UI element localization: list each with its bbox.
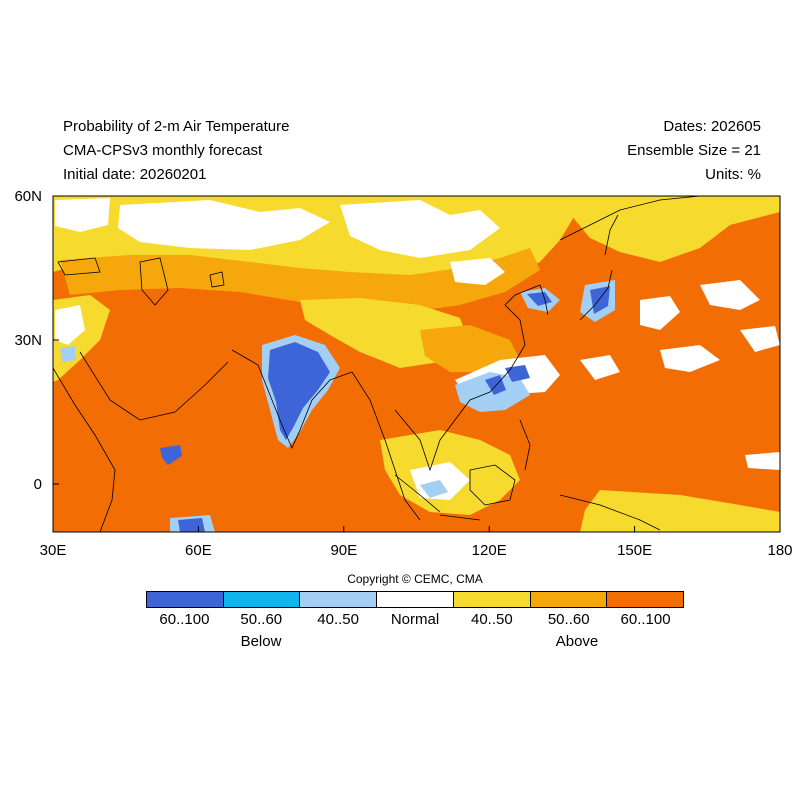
legend-label: 50..60 bbox=[240, 611, 283, 628]
legend-swatch bbox=[530, 592, 608, 607]
coastline-china bbox=[489, 284, 541, 393]
legend-swatch bbox=[300, 592, 378, 607]
units-label: Units: % bbox=[705, 166, 761, 183]
initial-date: Initial date: 20260201 bbox=[63, 166, 207, 183]
coastline-sakhalin bbox=[604, 214, 619, 256]
y-axis: 60N 30N 0 bbox=[14, 188, 59, 493]
colorbar-legend bbox=[146, 591, 684, 608]
legend-swatch bbox=[223, 592, 301, 607]
y-tick-label: 60N bbox=[14, 188, 42, 205]
y-tick-label: 30N bbox=[14, 332, 42, 349]
coastline-seasia bbox=[351, 371, 421, 521]
coastline-india bbox=[231, 349, 353, 449]
coastline-africa bbox=[53, 367, 116, 532]
field-normal-north-4 bbox=[55, 198, 110, 232]
field-below-60-100-southchina-2 bbox=[505, 365, 530, 382]
probability-field bbox=[53, 196, 780, 532]
coastline-japan bbox=[579, 269, 613, 321]
coastline-java bbox=[439, 514, 481, 521]
x-tick-label: 90E bbox=[330, 542, 357, 559]
copyright-notice: Copyright © CEMC, CMA bbox=[347, 572, 483, 586]
field-normal-north-1 bbox=[118, 200, 330, 250]
field-above-40-50-south-pacific bbox=[580, 490, 780, 532]
field-below-60-100-sio bbox=[178, 518, 205, 532]
x-tick-label: 60E bbox=[185, 542, 212, 559]
coastline-aral bbox=[209, 271, 225, 288]
coastline-philippines bbox=[519, 419, 531, 471]
legend-label: 60..100 bbox=[620, 611, 671, 628]
coastline-korea bbox=[539, 284, 549, 316]
field-normal-pacific-2 bbox=[700, 280, 760, 310]
field-below-60-100-japan bbox=[590, 286, 610, 314]
below-group-label: Below bbox=[240, 633, 282, 650]
x-tick-label: 120E bbox=[472, 542, 507, 559]
coastlines bbox=[53, 196, 701, 532]
field-normal-pacific-6 bbox=[580, 355, 620, 380]
ensemble-size: Ensemble Size = 21 bbox=[627, 142, 761, 159]
legend-label: 40..50 bbox=[470, 611, 513, 628]
field-normal-pacific-5 bbox=[745, 452, 780, 470]
field-normal-west bbox=[55, 305, 85, 345]
coastline-arabia bbox=[79, 351, 229, 421]
coastline-borneo bbox=[469, 464, 516, 506]
field-below-40-50-maritime bbox=[420, 480, 448, 498]
map-title: Probability of 2-m Air Temperature bbox=[63, 118, 290, 135]
x-tick-label: 150E bbox=[617, 542, 652, 559]
map-frame bbox=[52, 195, 781, 533]
coastline-sumatra bbox=[394, 474, 441, 513]
field-above-50-60-china bbox=[420, 325, 520, 372]
legend-label: 50..60 bbox=[547, 611, 590, 628]
field-normal-pacific-1 bbox=[640, 296, 680, 330]
field-normal-pacific-4 bbox=[740, 326, 780, 352]
field-above-50-60-north bbox=[60, 248, 540, 312]
above-group-label: Above bbox=[555, 633, 599, 650]
forecast-dates: Dates: 202605 bbox=[663, 118, 761, 135]
coastline-newguinea bbox=[559, 494, 661, 531]
field-normal-north-3 bbox=[450, 258, 505, 285]
y-tick-label: 0 bbox=[34, 476, 42, 493]
legend-swatch bbox=[147, 592, 224, 607]
field-below-60-100-india bbox=[268, 342, 330, 440]
legend-label: Normal bbox=[390, 611, 440, 628]
legend-swatch bbox=[607, 592, 684, 607]
x-tick-label: 30E bbox=[40, 542, 67, 559]
legend-swatch bbox=[453, 592, 531, 607]
probability-map: 30E 60E 90E 120E 150E 180 60N 30N 0 bbox=[14, 188, 793, 559]
legend-label: 60..100 bbox=[159, 611, 210, 628]
field-normal-pacific-3 bbox=[660, 345, 720, 372]
field-normal-north-2 bbox=[340, 200, 500, 258]
legend-label: 40..50 bbox=[317, 611, 359, 628]
x-tick-label: 180 bbox=[767, 542, 792, 559]
coastline-blacksea bbox=[57, 257, 101, 276]
coastline-caspian bbox=[139, 257, 169, 306]
coastline-kamchatka bbox=[559, 196, 701, 241]
x-axis: 30E 60E 90E 120E 150E 180 bbox=[40, 526, 793, 559]
legend-swatch bbox=[377, 592, 454, 607]
field-below-60-100-swio bbox=[160, 445, 182, 465]
model-name: CMA-CPSv3 monthly forecast bbox=[63, 142, 263, 159]
field-below-40-50-arabia bbox=[60, 346, 76, 362]
coastline-indochina bbox=[394, 391, 491, 472]
